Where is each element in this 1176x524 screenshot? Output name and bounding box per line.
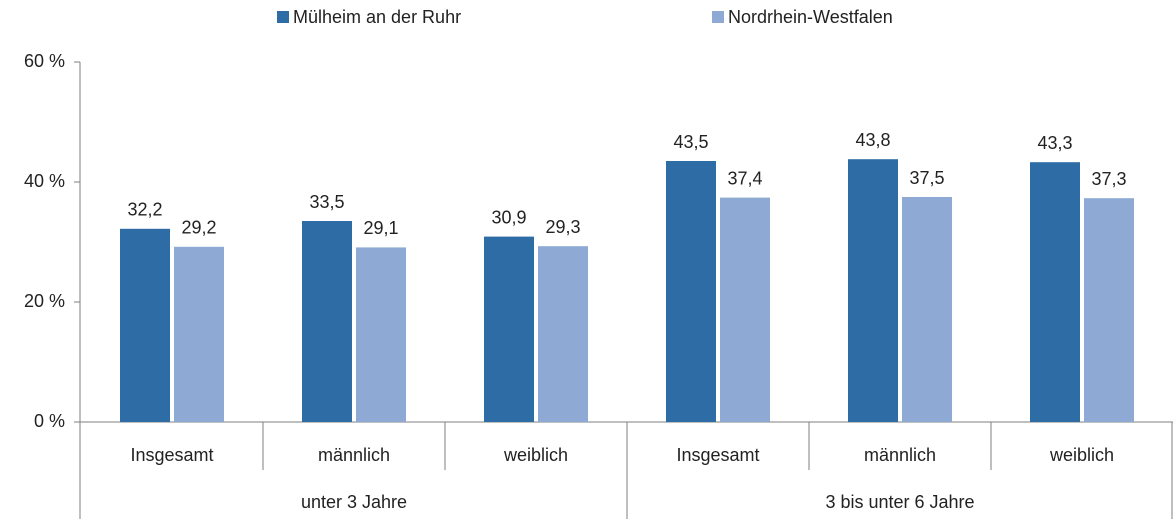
value-label: 33,5 [309,192,344,212]
x-tick-label: männlich [318,445,390,465]
value-label: 29,2 [181,218,216,238]
bar [484,236,534,422]
legend-swatch [712,11,724,23]
y-tick-label: 60 % [24,51,65,71]
value-label: 37,4 [727,168,762,188]
group-label: 3 bis unter 6 Jahre [825,492,974,512]
y-tick-label: 20 % [24,291,65,311]
value-label: 43,5 [673,132,708,152]
bar [302,221,352,422]
value-label: 37,3 [1091,169,1126,189]
bar [902,197,952,422]
x-tick-label: weiblich [503,445,568,465]
bar [174,246,224,422]
y-tick-label: 0 % [34,411,65,431]
x-tick-label: Insgesamt [130,445,213,465]
bar [356,247,406,422]
bar [666,161,716,422]
value-label: 29,3 [545,217,580,237]
x-tick-label: männlich [864,445,936,465]
legend-label: Nordrhein-Westfalen [728,7,893,27]
value-label: 37,5 [909,168,944,188]
bar [848,159,898,422]
x-tick-label: weiblich [1049,445,1114,465]
bar [1084,198,1134,422]
legend-swatch [277,11,289,23]
value-label: 43,8 [855,130,890,150]
bar [538,246,588,422]
bar [720,197,770,422]
group-label: unter 3 Jahre [301,492,407,512]
bar [120,228,170,422]
value-label: 30,9 [491,207,526,227]
y-tick-label: 40 % [24,171,65,191]
value-label: 29,1 [363,218,398,238]
x-tick-label: Insgesamt [676,445,759,465]
value-label: 43,3 [1037,133,1072,153]
bar [1030,162,1080,422]
value-label: 32,2 [127,200,162,220]
legend-label: Mülheim an der Ruhr [293,7,461,27]
